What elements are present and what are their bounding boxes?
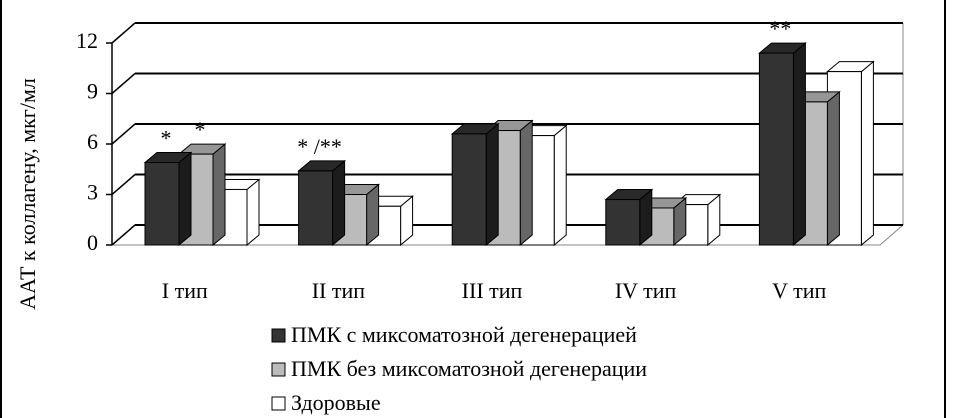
annotation: *: [195, 117, 206, 142]
annotation: * /**: [297, 134, 342, 159]
y-tick-label: 0: [87, 230, 98, 255]
y-tick-label: 6: [87, 129, 98, 154]
bar-side: [826, 90, 840, 247]
legend-label: ПМК без миксоматозной дегенерации: [291, 356, 647, 381]
bar-side: [553, 124, 567, 247]
bar-side: [332, 159, 346, 247]
x-tick-label: IV тип: [615, 278, 677, 303]
bar-side: [792, 42, 806, 247]
y-axis-label: ААТ к коллагену, мкг/мл: [15, 78, 40, 310]
legend-swatch: [271, 396, 286, 411]
grid-line-side: [111, 22, 136, 44]
bar-side: [860, 60, 874, 247]
bar: [604, 188, 654, 247]
grid-line-side: [111, 224, 136, 246]
bar-front: [605, 199, 641, 246]
bar-side: [519, 119, 533, 247]
grid-line-side: [111, 123, 136, 145]
x-tick-label: II тип: [312, 278, 366, 303]
bar: [450, 122, 500, 247]
bar: [297, 159, 346, 247]
x-tick-label: I тип: [162, 278, 208, 303]
y-tick-label: 12: [76, 28, 98, 53]
y-tick-label: 9: [87, 79, 98, 104]
legend-swatch: [271, 328, 286, 343]
bar-side: [178, 151, 192, 247]
bar-front: [144, 162, 180, 246]
legend-swatch: [271, 362, 286, 377]
bar-side: [246, 178, 260, 247]
bar-front: [758, 52, 794, 246]
annotation: *: [161, 126, 172, 151]
bar-front: [451, 133, 487, 246]
legend-label: ПМК с миксоматозной дегенерацией: [291, 322, 637, 347]
bar-side: [485, 122, 499, 247]
x-tick-label: V тип: [772, 278, 826, 303]
bar: [484, 119, 534, 247]
y-tick-label: 3: [87, 180, 98, 205]
x-tick-label: III тип: [462, 278, 523, 303]
bar-front: [298, 170, 334, 246]
bar-side: [212, 143, 226, 247]
grid-line-side: [111, 72, 136, 95]
bar: [143, 151, 193, 247]
grid-line-side: [111, 173, 136, 196]
annotation: **: [769, 16, 791, 41]
legend-label: Здоровые: [291, 390, 381, 415]
bar: [758, 42, 807, 247]
